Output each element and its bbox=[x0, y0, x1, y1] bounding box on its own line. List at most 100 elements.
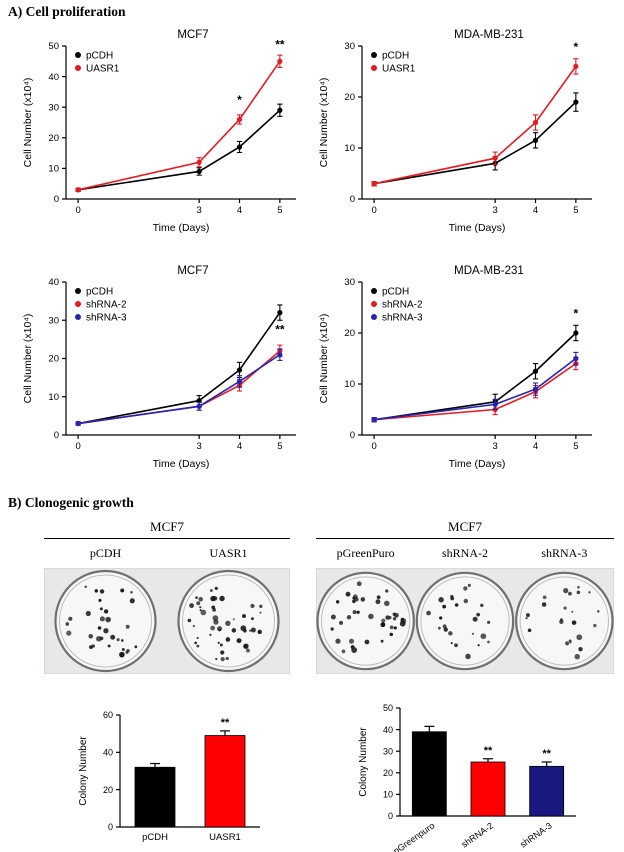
svg-text:UASR1: UASR1 bbox=[382, 64, 416, 75]
plate-label-row: pCDH UASR1 bbox=[44, 546, 290, 561]
svg-text:20: 20 bbox=[103, 785, 113, 795]
svg-text:3: 3 bbox=[197, 441, 202, 452]
svg-text:4: 4 bbox=[237, 205, 242, 216]
colony-plates-image-overexpression bbox=[44, 568, 290, 674]
svg-text:Cell Number (x10⁴): Cell Number (x10⁴) bbox=[318, 78, 330, 168]
svg-text:*: * bbox=[574, 307, 579, 321]
bar-chart-colony-overexpression: 0 20 40 60 Colony Number pCDH ** UASR1 bbox=[78, 710, 260, 843]
svg-text:0: 0 bbox=[388, 811, 393, 821]
svg-text:0: 0 bbox=[75, 205, 80, 216]
svg-text:5: 5 bbox=[573, 441, 578, 452]
svg-text:50: 50 bbox=[383, 703, 393, 713]
svg-text:pCDH: pCDH bbox=[142, 832, 168, 843]
svg-text:40: 40 bbox=[383, 725, 393, 735]
svg-text:10: 10 bbox=[48, 164, 59, 175]
svg-text:20: 20 bbox=[48, 354, 59, 365]
group-rule bbox=[316, 538, 614, 539]
svg-text:4: 4 bbox=[237, 441, 242, 452]
svg-text:Colony Number: Colony Number bbox=[78, 736, 89, 806]
svg-text:40: 40 bbox=[48, 277, 59, 288]
svg-text:0: 0 bbox=[371, 441, 376, 452]
svg-text:0: 0 bbox=[108, 822, 113, 832]
plate-label-row: pGreenPuro shRNA-2 shRNA-3 bbox=[316, 546, 614, 561]
svg-text:20: 20 bbox=[344, 328, 355, 339]
svg-text:**: ** bbox=[275, 37, 285, 51]
line-chart-mdamb231-knockdown: 0 10 20 30 0 3 4 5 Time (Days) Cell Number (x10⁴)… bbox=[318, 265, 592, 470]
svg-text:Time (Days): Time (Days) bbox=[449, 458, 506, 470]
svg-text:50: 50 bbox=[48, 41, 59, 52]
svg-text:3: 3 bbox=[197, 205, 202, 216]
svg-text:0: 0 bbox=[54, 430, 59, 441]
svg-text:60: 60 bbox=[103, 710, 113, 720]
svg-text:40: 40 bbox=[48, 72, 59, 83]
plate-label: shRNA-3 bbox=[541, 546, 588, 560]
svg-text:10: 10 bbox=[344, 143, 355, 154]
svg-text:20: 20 bbox=[383, 768, 393, 778]
svg-text:UASR1: UASR1 bbox=[86, 64, 120, 75]
svg-text:4: 4 bbox=[533, 205, 538, 216]
svg-text:*: * bbox=[237, 93, 242, 107]
plate-label: UASR1 bbox=[209, 546, 248, 560]
svg-text:shRNA-2: shRNA-2 bbox=[86, 300, 127, 311]
svg-text:Cell Number (x10⁴): Cell Number (x10⁴) bbox=[22, 314, 34, 404]
svg-text:30: 30 bbox=[48, 102, 59, 113]
svg-text:shRNA-2: shRNA-2 bbox=[382, 300, 423, 311]
group-title: MCF7 bbox=[448, 519, 482, 534]
svg-text:5: 5 bbox=[277, 441, 282, 452]
panel-b-label: B) Clonogenic growth bbox=[8, 495, 134, 510]
svg-text:0: 0 bbox=[350, 430, 355, 441]
svg-text:**: ** bbox=[484, 745, 493, 757]
svg-text:Time (Days): Time (Days) bbox=[153, 458, 210, 470]
svg-text:10: 10 bbox=[383, 790, 393, 800]
svg-text:Time (Days): Time (Days) bbox=[153, 222, 210, 234]
svg-text:MCF7: MCF7 bbox=[177, 29, 208, 41]
svg-text:Time (Days): Time (Days) bbox=[449, 222, 506, 234]
svg-text:MDA-MB-231: MDA-MB-231 bbox=[454, 29, 524, 41]
line-chart-mcf7-knockdown: 0 10 20 30 40 0 3 4 5 Time (Days) Cell Number (x10… bbox=[22, 265, 296, 470]
svg-text:0: 0 bbox=[350, 194, 355, 205]
svg-text:3: 3 bbox=[493, 441, 498, 452]
svg-text:Cell Number (x10⁴): Cell Number (x10⁴) bbox=[22, 78, 34, 168]
group-rule bbox=[44, 538, 290, 539]
svg-text:pCDH: pCDH bbox=[86, 287, 113, 298]
line-chart-mdamb231-overexpression: 0 10 20 30 0 3 4 5 Time (Days) Cell Number (x10⁴)… bbox=[318, 29, 592, 234]
svg-text:UASR1: UASR1 bbox=[209, 832, 241, 843]
svg-text:30: 30 bbox=[344, 41, 355, 52]
svg-text:shRNA-3: shRNA-3 bbox=[86, 313, 127, 324]
svg-text:0: 0 bbox=[371, 205, 376, 216]
svg-text:**: ** bbox=[275, 323, 285, 337]
svg-text:10: 10 bbox=[48, 392, 59, 403]
svg-text:30: 30 bbox=[344, 277, 355, 288]
panel-a-label: A) Cell proliferation bbox=[8, 4, 126, 19]
plate-label: pGreenPuro bbox=[336, 546, 395, 560]
svg-text:Colony Number: Colony Number bbox=[358, 727, 369, 797]
svg-text:40: 40 bbox=[103, 748, 113, 758]
svg-text:shRNA-3: shRNA-3 bbox=[518, 820, 554, 849]
svg-text:30: 30 bbox=[383, 746, 393, 756]
svg-text:pCDH: pCDH bbox=[382, 287, 409, 298]
plate-label: shRNA-2 bbox=[441, 546, 488, 560]
svg-text:20: 20 bbox=[344, 92, 355, 103]
svg-text:4: 4 bbox=[533, 441, 538, 452]
svg-text:shRNA-3: shRNA-3 bbox=[382, 313, 423, 324]
svg-text:MDA-MB-231: MDA-MB-231 bbox=[454, 265, 524, 277]
svg-text:0: 0 bbox=[54, 194, 59, 205]
svg-text:pGreenpuro: pGreenpuro bbox=[391, 820, 436, 852]
clonogenic-group-overexpression: MCF7 pCDH UASR1 bbox=[44, 519, 290, 674]
svg-text:5: 5 bbox=[277, 205, 282, 216]
group-title: MCF7 bbox=[150, 519, 184, 534]
svg-text:Cell Number (x10⁴): Cell Number (x10⁴) bbox=[318, 314, 330, 404]
svg-text:pCDH: pCDH bbox=[382, 51, 409, 62]
svg-text:pCDH: pCDH bbox=[86, 51, 113, 62]
colony-plates-image-knockdown bbox=[316, 568, 614, 674]
svg-text:10: 10 bbox=[344, 379, 355, 390]
svg-text:shRNA-2: shRNA-2 bbox=[459, 820, 495, 849]
line-chart-mcf7-overexpression: 0 10 20 30 40 50 0 3 4 5 Time (Days) Cell Number (x… bbox=[22, 29, 296, 234]
svg-text:20: 20 bbox=[48, 133, 59, 144]
svg-text:**: ** bbox=[221, 717, 230, 729]
svg-text:**: ** bbox=[542, 748, 551, 760]
svg-text:*: * bbox=[574, 40, 579, 54]
svg-text:3: 3 bbox=[493, 205, 498, 216]
plate-label: pCDH bbox=[89, 546, 122, 560]
